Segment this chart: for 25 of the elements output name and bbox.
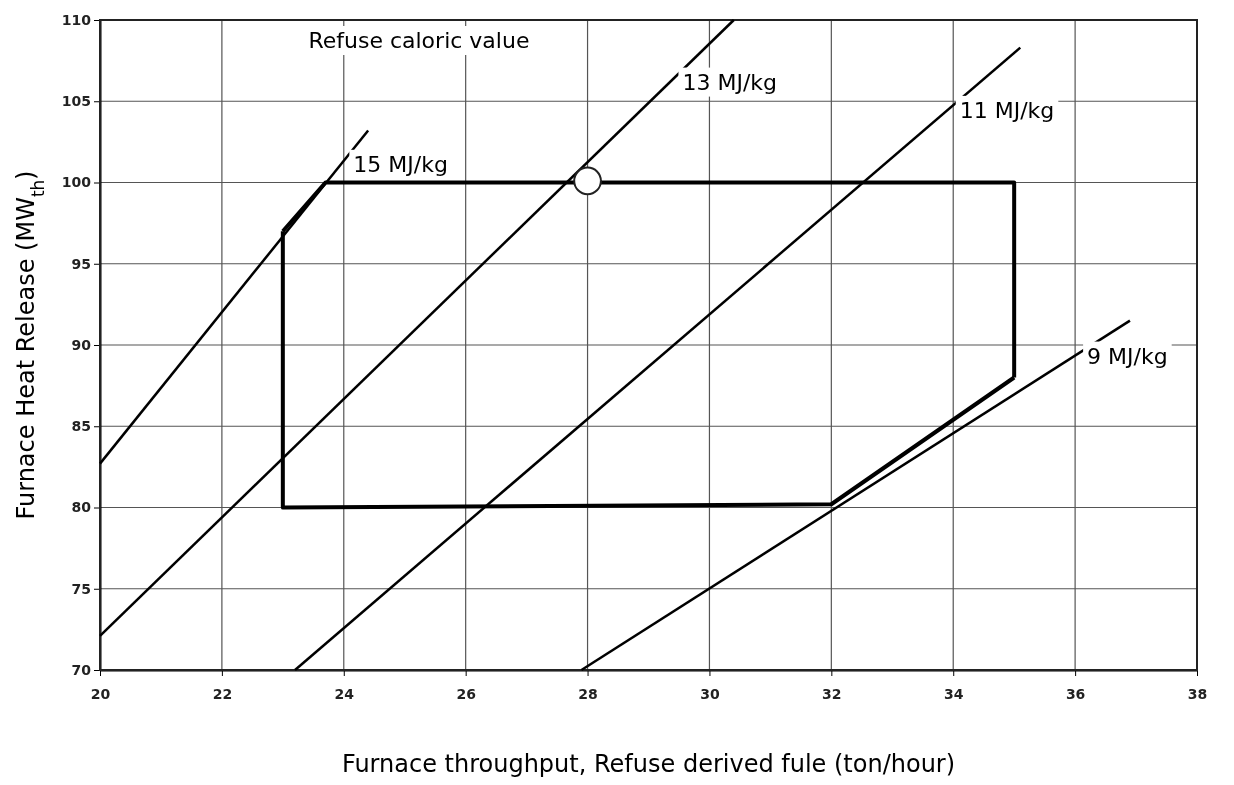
x-tick-label: 24 (334, 685, 355, 702)
y-tick-label: 80 (71, 499, 92, 516)
y-tick-label: 75 (71, 580, 91, 597)
x-tick-label: 22 (212, 685, 233, 702)
series-label: 15 MJ/kg (353, 151, 448, 177)
y-tick-label: 85 (71, 418, 91, 435)
y-tick-label: 110 (61, 11, 92, 28)
x-tick-label: 32 (822, 685, 842, 702)
series-label: 11 MJ/kg (959, 97, 1055, 123)
x-tick-label: 28 (578, 685, 598, 702)
y-tick-label: 105 (61, 93, 91, 110)
x-tick-label: 30 (700, 685, 720, 702)
x-tick-label: 34 (943, 685, 964, 702)
x-tick-label: 36 (1065, 685, 1086, 702)
y-tick-label: 95 (71, 255, 91, 272)
x-axis-title: Furnace throughput, Refuse derived fule (ton/hour) (341, 750, 956, 778)
x-tick-label: 26 (456, 685, 476, 702)
y-tick-label: 100 (61, 174, 92, 191)
y-tick-label: 70 (71, 661, 92, 678)
y-tick-label: 90 (71, 336, 92, 353)
series-label: 13 MJ/kg (682, 69, 778, 95)
x-tick-label: 20 (90, 685, 111, 702)
annotation: Refuse caloric value (308, 28, 530, 53)
series-label: 9 MJ/kg (1087, 343, 1168, 369)
x-tick-label: 38 (1187, 685, 1208, 702)
